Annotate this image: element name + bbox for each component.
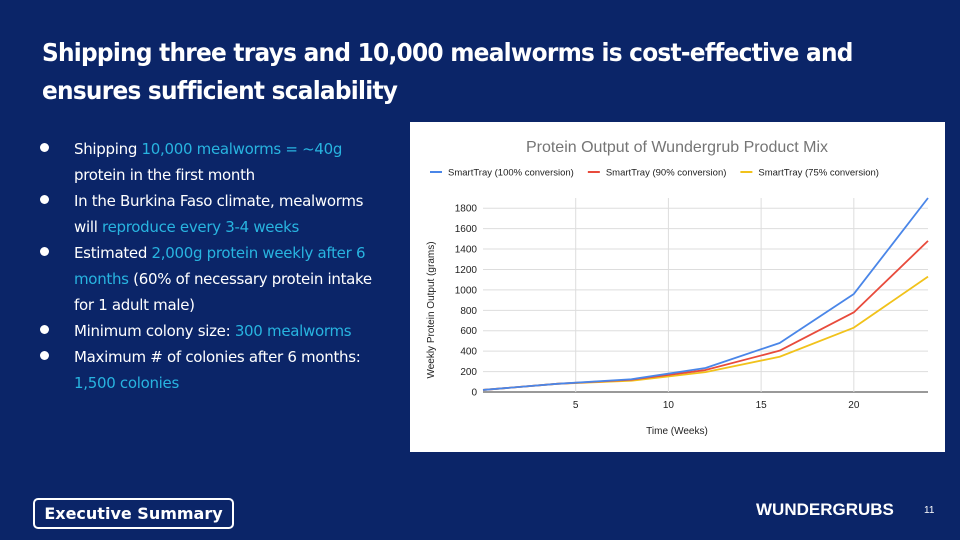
chart-series — [482, 197, 929, 391]
y-tick-label: 200 — [460, 367, 477, 378]
x-tick-label: 15 — [756, 400, 768, 411]
series-line — [482, 275, 929, 391]
y-tick-label: 1200 — [455, 265, 478, 276]
chart-canvas: Protein Output of Wundergrub Product Mix… — [426, 139, 929, 437]
legend-label: SmartTray (90% conversion) — [606, 168, 727, 179]
y-tick-label: 1600 — [455, 224, 478, 235]
bullet-text: Shipping — [74, 140, 142, 158]
x-axis-label: Time (Weeks) — [646, 426, 708, 437]
bullet-item: Minimum colony size: 300 mealworms — [38, 318, 388, 344]
y-tick-label: 600 — [460, 326, 477, 337]
bullet-text: Maximum # of colonies after 6 months: — [74, 348, 361, 366]
bullet-item: In the Burkina Faso climate, mealworms w… — [38, 188, 388, 240]
y-tick-label: 400 — [460, 347, 477, 358]
bullet-list: Shipping 10,000 mealworms = ~40g protein… — [38, 136, 388, 396]
y-tick-label: 1800 — [455, 204, 478, 215]
bullet-highlight: 300 mealworms — [234, 322, 352, 340]
series-line — [482, 197, 929, 391]
bullet-text: (60% of necessary protein intake for 1 a… — [74, 270, 372, 314]
x-tick-label: 10 — [663, 400, 675, 411]
y-tick-label: 800 — [460, 306, 477, 317]
y-tick-label: 1000 — [455, 285, 478, 296]
section-badge: Executive Summary — [33, 498, 234, 529]
chart-grid — [483, 198, 928, 393]
bullet-text: Minimum colony size: — [74, 322, 235, 340]
y-axis-label: Weekly Protein Output (grams) — [426, 241, 437, 378]
bullet-text: In the Burkina Faso climate, mealworms w… — [74, 192, 364, 236]
chart-ticks: 0 200 400 600 800 1000 1200 1400 1600 1800 5 10 15 20 — [455, 204, 860, 411]
bullet-item: Shipping 10,000 mealworms = ~40g protein… — [38, 136, 388, 188]
bullet-highlight: 10,000 mealworms = ~40g — [141, 140, 343, 158]
bullet-highlight: 1,500 colonies — [74, 374, 179, 392]
y-tick-label: 0 — [471, 388, 477, 399]
chart-title: Protein Output of Wundergrub Product Mix — [526, 139, 828, 156]
bullet-text: Estimated — [74, 244, 152, 262]
bullet-text: protein in the first month — [74, 166, 255, 184]
brand-logo-text: WUNDERGRUBS — [756, 500, 894, 519]
legend-label: SmartTray (75% conversion) — [758, 168, 879, 179]
y-tick-label: 1400 — [455, 245, 478, 256]
bullet-item: Estimated 2,000g protein weekly after 6 … — [38, 240, 388, 318]
page-number: 11 — [924, 505, 935, 516]
chart-legend: SmartTray (100% conversion) SmartTray (90… — [430, 168, 879, 179]
bullet-highlight: 2,000g protein weekly after 6 months — [74, 244, 366, 288]
slide-title: Shipping three trays and 10,000 mealworm… — [42, 38, 853, 105]
x-tick-label: 5 — [573, 400, 579, 411]
bullet-item: Maximum # of colonies after 6 months: 1,… — [38, 344, 388, 396]
x-tick-label: 20 — [848, 400, 860, 411]
protein-output-chart: Protein Output of Wundergrub Product Mix… — [410, 122, 945, 452]
bullet-highlight: reproduce every 3-4 weeks — [102, 218, 300, 236]
legend-label: SmartTray (100% conversion) — [448, 168, 574, 179]
